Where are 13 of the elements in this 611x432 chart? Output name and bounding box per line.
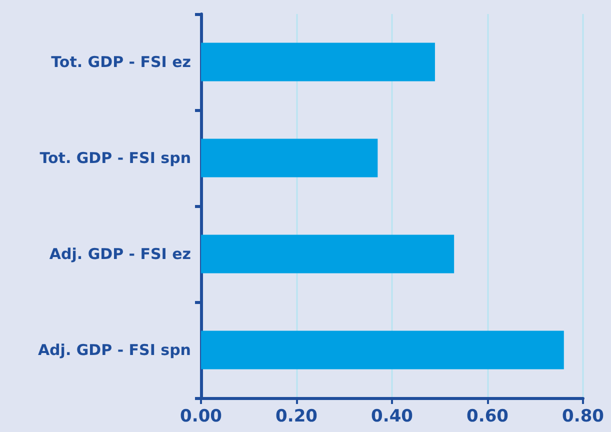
y-tick-label: Adj. GDP - FSI spn: [38, 341, 191, 359]
x-tick-label: 0.60: [466, 406, 509, 426]
y-tick-label: Adj. GDP - FSI ez: [49, 245, 192, 263]
bar: [201, 42, 435, 82]
y-tick-label: Tot. GDP - FSI ez: [51, 53, 192, 71]
x-tick-label: 0.00: [180, 406, 222, 426]
x-tick-label: 0.20: [276, 406, 318, 426]
bar: [201, 138, 378, 178]
x-tick-label: 0.40: [371, 406, 414, 426]
x-tick-label: 0.80: [562, 406, 604, 426]
bar: [201, 330, 564, 370]
y-tick-label: Tot. GDP - FSI spn: [40, 149, 191, 167]
bar: [201, 234, 454, 274]
